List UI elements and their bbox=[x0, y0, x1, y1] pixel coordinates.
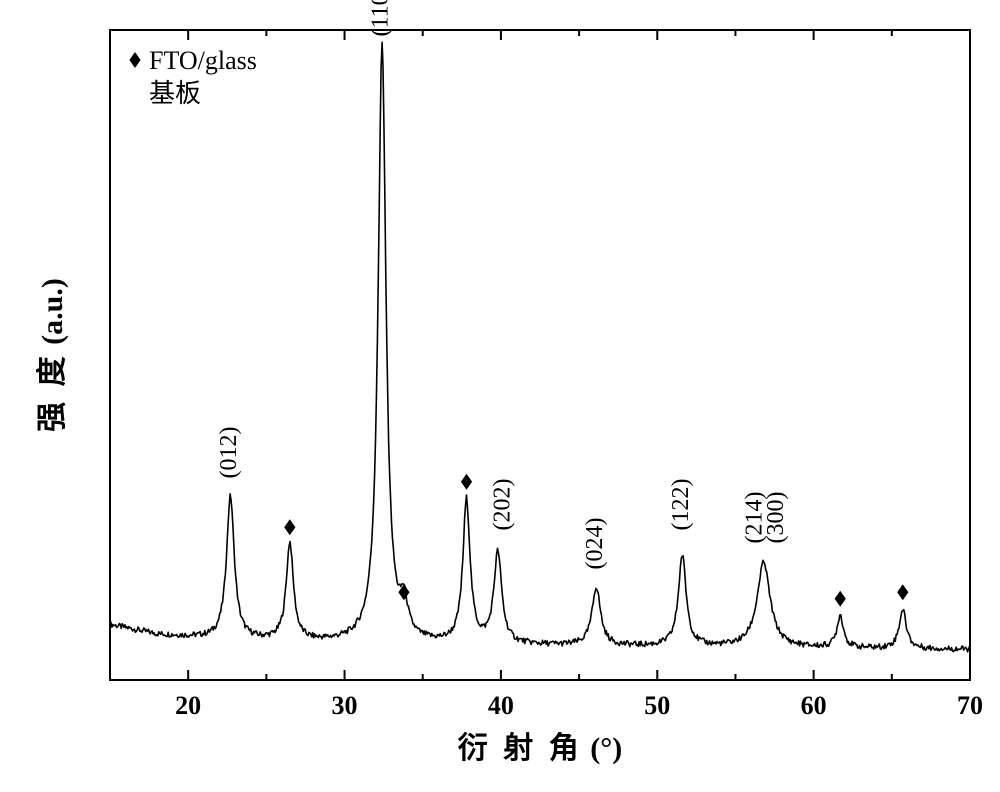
x-axis-title: 衍 射 角 (°) bbox=[458, 732, 622, 765]
legend-diamond-icon bbox=[129, 52, 140, 68]
x-axis-title-text: 衍 射 角 (°) bbox=[458, 732, 622, 765]
peak-label-miller: (110) bbox=[368, 0, 394, 37]
x-axis-ticks bbox=[110, 30, 970, 680]
xrd-chart: 203040506070 (012)(110)(202)(024)(122)(2… bbox=[0, 0, 1000, 792]
xrd-curve bbox=[110, 42, 969, 652]
x-tick-label: 40 bbox=[488, 691, 514, 720]
peak-marker-diamond-icon bbox=[461, 474, 472, 490]
x-tick-label: 30 bbox=[332, 691, 358, 720]
peak-label-miller: (024) bbox=[582, 518, 608, 570]
axes-frame bbox=[110, 30, 970, 680]
legend-line2: 基板 bbox=[149, 79, 201, 108]
peak-labels: (012)(110)(202)(024)(122)(214)(300) bbox=[216, 0, 908, 607]
chart-svg: 203040506070 (012)(110)(202)(024)(122)(2… bbox=[0, 0, 1000, 792]
x-tick-label: 20 bbox=[175, 691, 201, 720]
peak-label-miller: (122) bbox=[668, 479, 694, 531]
x-tick-label: 60 bbox=[801, 691, 827, 720]
peak-label-miller: (202) bbox=[490, 479, 516, 531]
x-tick-label: 50 bbox=[644, 691, 670, 720]
peak-label-miller: (300) bbox=[763, 492, 789, 544]
peak-label-miller: (012) bbox=[216, 427, 242, 479]
y-axis-title: 强 度 (a.u.) bbox=[36, 278, 69, 432]
x-tick-label: 70 bbox=[957, 691, 983, 720]
peak-marker-diamond-icon bbox=[284, 519, 295, 535]
legend: FTO/glass 基板 bbox=[129, 46, 256, 108]
peak-marker-diamond-icon bbox=[897, 584, 908, 600]
y-axis-title-text: 强 度 (a.u.) bbox=[36, 278, 69, 432]
peak-marker-diamond-icon bbox=[835, 591, 846, 607]
legend-line1: FTO/glass bbox=[149, 46, 257, 75]
xrd-pattern-line bbox=[110, 42, 969, 652]
x-axis-tick-labels: 20 30 40 50 60 70 bbox=[175, 691, 983, 720]
